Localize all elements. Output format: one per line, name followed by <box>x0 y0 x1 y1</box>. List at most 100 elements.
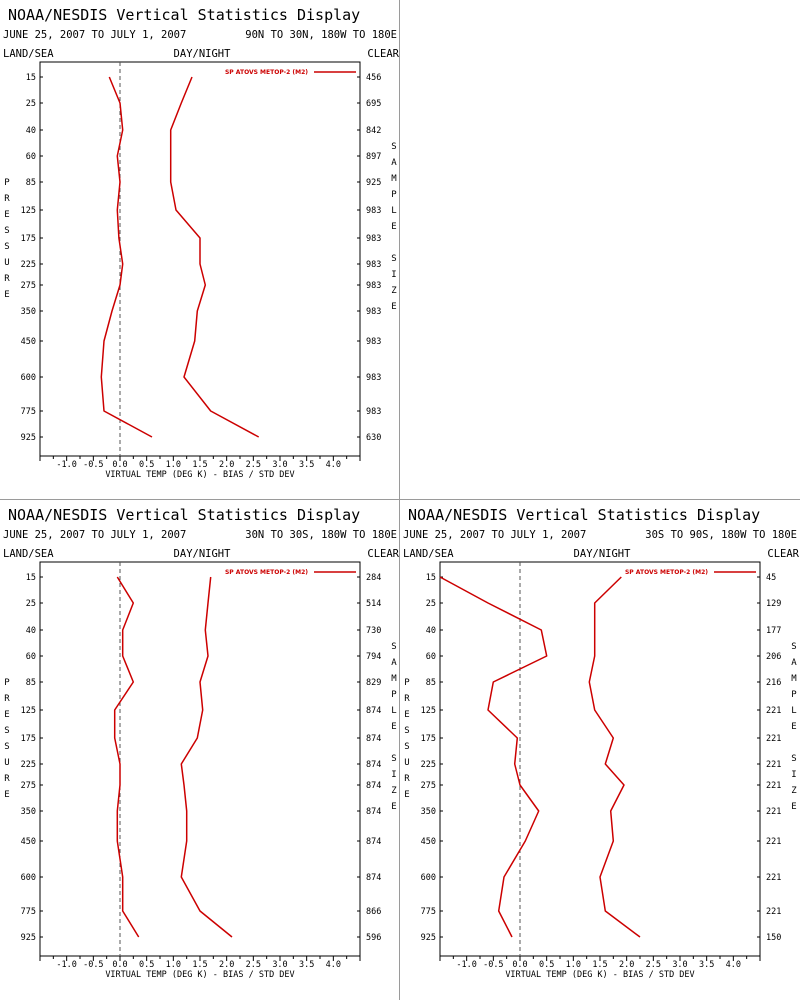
pressure-axis-letter: E <box>4 710 9 720</box>
std-dev-profile-line <box>588 576 641 938</box>
x-tick-label: -1.0 <box>56 960 76 970</box>
sample-size-label: 842 <box>366 126 381 136</box>
pressure-level-label: 40 <box>426 626 436 636</box>
sample-size-axis-letter: E <box>791 802 796 812</box>
pressure-level-label: 60 <box>26 652 36 662</box>
pressure-axis-letter: U <box>4 258 9 268</box>
pressure-level-label: 85 <box>26 178 36 188</box>
sample-size-axis-letter: L <box>391 206 396 216</box>
sample-size-label: 221 <box>766 734 781 744</box>
sample-size-axis-letter: M <box>791 674 797 684</box>
pressure-level-label: 225 <box>421 760 436 770</box>
sample-size-axis-letter: L <box>391 706 396 716</box>
chart-panel-south: NOAA/NESDIS Vertical Statistics Display J… <box>403 506 800 980</box>
sample-size-axis-letter: E <box>391 302 396 312</box>
x-tick-label: 2.0 <box>219 960 234 970</box>
sample-size-label: 983 <box>366 234 381 244</box>
pressure-level-label: 775 <box>21 407 36 417</box>
sample-size-label: 221 <box>766 781 781 791</box>
day-night-label: DAY/NIGHT <box>574 548 632 560</box>
sample-size-label: 730 <box>366 626 381 636</box>
sample-size-axis-letter: I <box>391 270 396 280</box>
pressure-level-label: 275 <box>21 781 36 791</box>
sample-size-axis-letter: Z <box>391 286 397 296</box>
sample-size-label: 456 <box>366 73 381 83</box>
pressure-axis-letter: R <box>404 774 410 784</box>
sample-size-label: 129 <box>766 599 781 609</box>
pressure-axis-letter: U <box>404 758 409 768</box>
sample-size-axis-letter: P <box>391 690 397 700</box>
sample-size-axis-letter: E <box>391 802 396 812</box>
x-tick-label: 3.0 <box>672 960 687 970</box>
sample-size-label: 216 <box>766 678 781 688</box>
bias-profile-line <box>100 76 153 438</box>
sample-size-axis-letter: S <box>791 754 796 764</box>
pressure-axis-letter: U <box>4 758 9 768</box>
sample-size-label: 221 <box>766 706 781 716</box>
x-tick-label: -1.0 <box>456 960 476 970</box>
sample-size-axis-letter: S <box>391 642 396 652</box>
x-tick-label: 3.0 <box>272 960 287 970</box>
sample-size-axis-letter: Z <box>391 786 397 796</box>
x-axis-label: VIRTUAL TEMP (DEG K) - BIAS / STD DEV <box>105 470 294 480</box>
pressure-axis-letter: S <box>4 226 9 236</box>
x-tick-label: 0.0 <box>512 960 527 970</box>
legend-label: SP ATOVS METOP-2 (M2) <box>225 569 308 576</box>
sample-size-label: 983 <box>366 373 381 383</box>
x-tick-label: 2.0 <box>219 460 234 470</box>
pressure-axis-letter: E <box>404 710 409 720</box>
chart-title: NOAA/NESDIS Vertical Statistics Display <box>8 506 360 524</box>
x-axis-label: VIRTUAL TEMP (DEG K) - BIAS / STD DEV <box>505 970 694 980</box>
sample-size-label: 221 <box>766 807 781 817</box>
pressure-level-label: 225 <box>21 760 36 770</box>
land-sea-label: LAND/SEA <box>3 548 54 560</box>
x-tick-label: 1.5 <box>192 960 207 970</box>
pressure-level-label: 450 <box>21 837 36 847</box>
pressure-level-label: 175 <box>421 734 436 744</box>
pressure-axis-letter: R <box>4 194 10 204</box>
x-tick-label: 1.5 <box>192 460 207 470</box>
x-axis-label: VIRTUAL TEMP (DEG K) - BIAS / STD DEV <box>105 970 294 980</box>
std-dev-profile-line <box>169 76 260 438</box>
land-sea-label: LAND/SEA <box>403 548 454 560</box>
pressure-axis-letter: E <box>4 790 9 800</box>
region-label: 30N TO 30S, 180W TO 180E <box>245 529 397 541</box>
sample-size-label: 983 <box>366 206 381 216</box>
date-range: JUNE 25, 2007 TO JULY 1, 2007 <box>3 29 186 41</box>
pressure-level-label: 350 <box>421 807 436 817</box>
x-tick-label: 3.5 <box>299 960 314 970</box>
x-tick-label: 3.5 <box>699 960 714 970</box>
pressure-level-label: 85 <box>26 678 36 688</box>
pressure-level-label: 40 <box>26 126 36 136</box>
sample-size-label: 983 <box>366 281 381 291</box>
sample-size-label: 897 <box>366 152 381 162</box>
sample-size-label: 866 <box>366 907 381 917</box>
pressure-level-label: 15 <box>26 573 36 583</box>
pressure-axis-letter: P <box>4 178 10 188</box>
chart-title: NOAA/NESDIS Vertical Statistics Display <box>408 506 760 524</box>
sample-size-label: 177 <box>766 626 781 636</box>
pressure-level-label: 775 <box>421 907 436 917</box>
sample-size-label: 983 <box>366 260 381 270</box>
pressure-axis-letter: R <box>4 774 10 784</box>
x-tick-label: 4.0 <box>326 960 341 970</box>
pressure-level-label: 60 <box>426 652 436 662</box>
x-tick-label: 0.5 <box>539 960 554 970</box>
pressure-level-label: 925 <box>421 933 436 943</box>
pressure-level-label: 600 <box>21 873 36 883</box>
x-tick-label: 0.0 <box>112 960 127 970</box>
x-tick-label: 4.0 <box>326 460 341 470</box>
pressure-level-label: 275 <box>21 281 36 291</box>
pressure-axis-letter: S <box>404 742 409 752</box>
pressure-axis-letter: P <box>4 678 10 688</box>
pressure-level-label: 125 <box>421 706 436 716</box>
sample-size-label: 874 <box>366 837 381 847</box>
pressure-level-label: 25 <box>26 599 36 609</box>
x-tick-label: 3.0 <box>272 460 287 470</box>
date-range: JUNE 25, 2007 TO JULY 1, 2007 <box>403 529 586 541</box>
chart-panel-tropics: NOAA/NESDIS Vertical Statistics Display J… <box>3 506 400 980</box>
pressure-level-label: 600 <box>421 873 436 883</box>
pressure-level-label: 85 <box>426 678 436 688</box>
region-label: 90N TO 30N, 180W TO 180E <box>245 29 397 41</box>
panel-divider-bottom <box>399 500 400 1000</box>
